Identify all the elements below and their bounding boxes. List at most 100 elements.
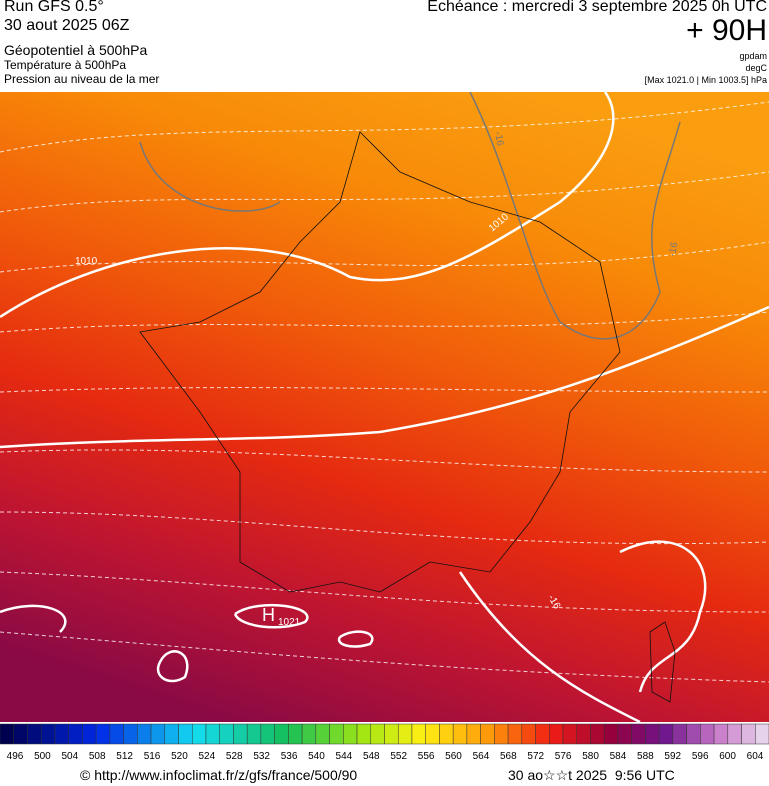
colorbar-swatch [741,723,756,745]
field-name: Géopotentiel à 500hPa [4,42,148,58]
contour-label: -16 [492,131,505,148]
colorbar-swatch [384,723,399,745]
contour-label: -16 [667,241,680,258]
coastlines [139,131,676,703]
colorbar-label: 568 [500,751,517,762]
colorbar-label: 604 [747,751,764,762]
colorbar: 496 500 504 508 512 516 520 524 528 532 536 540 544 5… [0,723,769,762]
colorbar-swatch [617,723,632,745]
colorbar-swatch [82,723,97,745]
colorbar-swatch [40,723,56,745]
colorbar-swatch [672,723,687,745]
colorbar-swatch [150,723,166,745]
colorbar-swatch [439,723,454,745]
colorbar-swatch [452,723,468,745]
colorbar-swatch [466,723,481,745]
colorbar-swatch [109,723,124,745]
colorbar-swatch [301,723,317,745]
unit: degC [745,63,767,73]
colorbar-swatch [329,723,344,745]
colorbar-label: 536 [281,751,298,762]
colorbar-label: 512 [116,751,133,762]
unit: [Max 1021.0 | Min 1003.5] hPa [644,75,767,85]
field-name: Température à 500hPa [4,58,127,72]
colorbar-label: 516 [144,751,161,762]
colorbar-swatch [123,723,138,745]
colorbar-label: 540 [308,751,325,762]
colorbar-label: 596 [692,751,709,762]
generated-time: 30 ao☆☆t 2025 9:56 UTC [508,767,675,783]
colorbar-swatch [549,723,564,745]
map: 1010 1010 -16 -16 -16 H 1021 [0,92,769,722]
colorbar-swatch [0,723,14,745]
colorbar-label: 524 [199,751,216,762]
colorbar-swatch [658,723,674,745]
colorbar-swatch [713,723,729,745]
colorbar-swatch [521,723,536,745]
colorbar-swatch [700,723,715,745]
valid-time: Echéance : mercredi 3 septembre 2025 0h … [427,0,767,15]
colorbar-label: 532 [253,751,270,762]
colorbar-swatch [603,723,619,745]
colorbar-swatch [137,723,152,745]
colorbar-swatch [397,723,413,745]
colorbar-swatch [27,723,42,745]
colorbar-swatch [686,723,701,745]
colorbar-label: 556 [418,751,435,762]
colorbar-label: 572 [527,751,544,762]
colorbar-swatch [562,723,578,745]
colorbar-label: 580 [582,751,599,762]
unit: gpdam [739,51,767,61]
colorbar-swatch [54,723,69,745]
colorbar-swatch [631,723,646,745]
colorbar-label: 544 [336,751,353,762]
colorbar-swatch [95,723,111,745]
colorbar-swatch [480,723,495,745]
temperature-contours [139,92,681,340]
colorbar-label: 584 [610,751,627,762]
colorbar-label: 500 [34,751,51,762]
colorbar-label: 552 [390,751,407,762]
colorbar-label: 528 [226,751,243,762]
high-pressure-marker: H [262,605,275,625]
source-link[interactable]: © http://www.infoclimat.fr/z/gfs/france/… [80,767,358,783]
colorbar-swatch [205,723,220,745]
colorbar-swatch [425,723,440,745]
colorbar-swatch [645,723,660,745]
colorbar-label: 564 [473,751,490,762]
field-name: Pression au niveau de la mer [4,72,160,86]
colorbar-label: 560 [445,751,462,762]
colorbar-swatch [507,723,523,745]
colorbar-swatch [590,723,605,745]
run-date: 30 aout 2025 06Z [4,17,130,34]
colorbar-label: 576 [555,751,572,762]
colorbar-label: 548 [363,751,380,762]
colorbar-swatch [535,723,550,745]
colorbar-swatch [246,723,262,745]
colorbar-swatch [260,723,275,745]
colorbar-swatch [192,723,207,745]
high-pressure-value: 1021 [278,617,301,628]
colorbar-swatch [411,723,426,745]
colorbar-swatch [219,723,234,745]
colorbar-label: 504 [61,751,78,762]
colorbar-swatch [343,723,358,745]
colorbar-label: 600 [719,751,736,762]
colorbar-swatch [233,723,248,745]
colorbar-swatch [755,723,769,745]
colorbar-label: 588 [637,751,654,762]
colorbar-swatch [68,723,83,745]
colorbar-swatch [164,723,179,745]
colorbar-swatch [727,723,742,745]
colorbar-label: 520 [171,751,188,762]
run-title: Run GFS 0.5° [4,0,104,15]
lead-time: + 90H [686,14,767,47]
colorbar-swatch [288,723,303,745]
colorbar-swatch [315,723,330,745]
pressure-contours [0,92,769,722]
colorbar-swatch [576,723,591,745]
colorbar-swatch [274,723,289,745]
contour-label: 1010 [75,256,98,267]
colorbar-swatch [494,723,509,745]
